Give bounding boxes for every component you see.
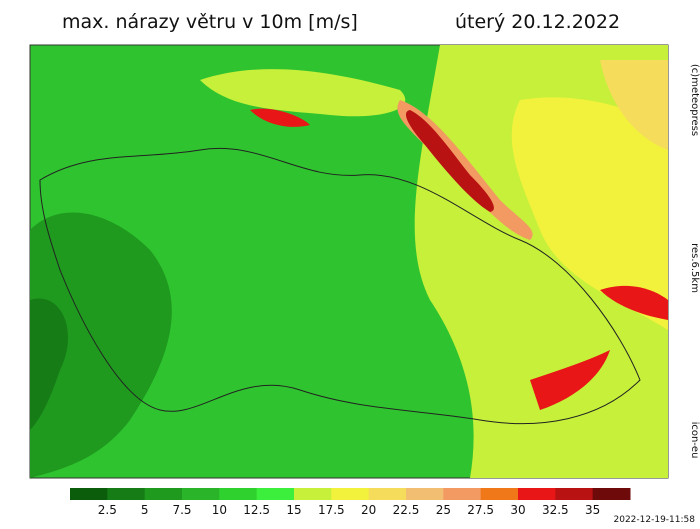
gust-band (405, 110, 494, 212)
color-swatch (144, 488, 183, 500)
map (29, 44, 669, 479)
timestamp: 2022-12-19-11:58 (614, 515, 696, 525)
colorbar-label: 12.5 (243, 503, 270, 517)
color-swatch (368, 488, 407, 500)
title: max. nárazy větru v 10m [m/s] (62, 11, 358, 33)
color-swatch (70, 488, 108, 500)
color-swatch (182, 488, 220, 500)
colorbar: 2.5 5 7.5 10 12.5 15 17.5 20 22.5 25 27.5 30 32.5 35 (70, 488, 631, 517)
color-swatch (480, 488, 519, 500)
resolution: res.6.5km (689, 243, 700, 293)
color-swatch (592, 488, 631, 500)
colorbar-label: 30 (510, 503, 525, 517)
date: úterý 20.12.2022 (455, 11, 620, 33)
calm-area (30, 212, 172, 478)
colorbar-label: 17.5 (318, 503, 345, 517)
windy-area (600, 60, 668, 150)
colorbar-label: 7.5 (172, 503, 191, 517)
colorbar-label: 5 (141, 503, 149, 517)
color-swatch (518, 488, 556, 500)
colorbar-label: 32.5 (542, 503, 569, 517)
color-swatch (256, 488, 295, 500)
color-swatch (443, 488, 482, 500)
color-swatch (107, 488, 146, 500)
colorbar-label: 2.5 (98, 503, 117, 517)
color-swatch (331, 488, 370, 500)
color-swatch (406, 488, 444, 500)
colorbar-label: 15 (286, 503, 301, 517)
colorbar-label: 20 (361, 503, 376, 517)
color-swatch (294, 488, 332, 500)
gust-band (600, 285, 668, 320)
colorbar-label: 25 (436, 503, 451, 517)
calm-area (30, 298, 69, 430)
copyright: (c)meteopress (689, 64, 700, 136)
colorbar-label: 27.5 (467, 503, 494, 517)
windy-area (200, 69, 406, 117)
windy-area (511, 97, 668, 330)
colorbar-label: 22.5 (393, 503, 420, 517)
colorbar-label: 10 (212, 503, 227, 517)
color-swatch (219, 488, 258, 500)
gust-band (530, 350, 610, 410)
border (39, 147, 641, 425)
model: icon-eu (689, 422, 700, 459)
gust-band (250, 108, 310, 127)
color-swatch (555, 488, 594, 500)
colorbar-label: 35 (585, 503, 600, 517)
